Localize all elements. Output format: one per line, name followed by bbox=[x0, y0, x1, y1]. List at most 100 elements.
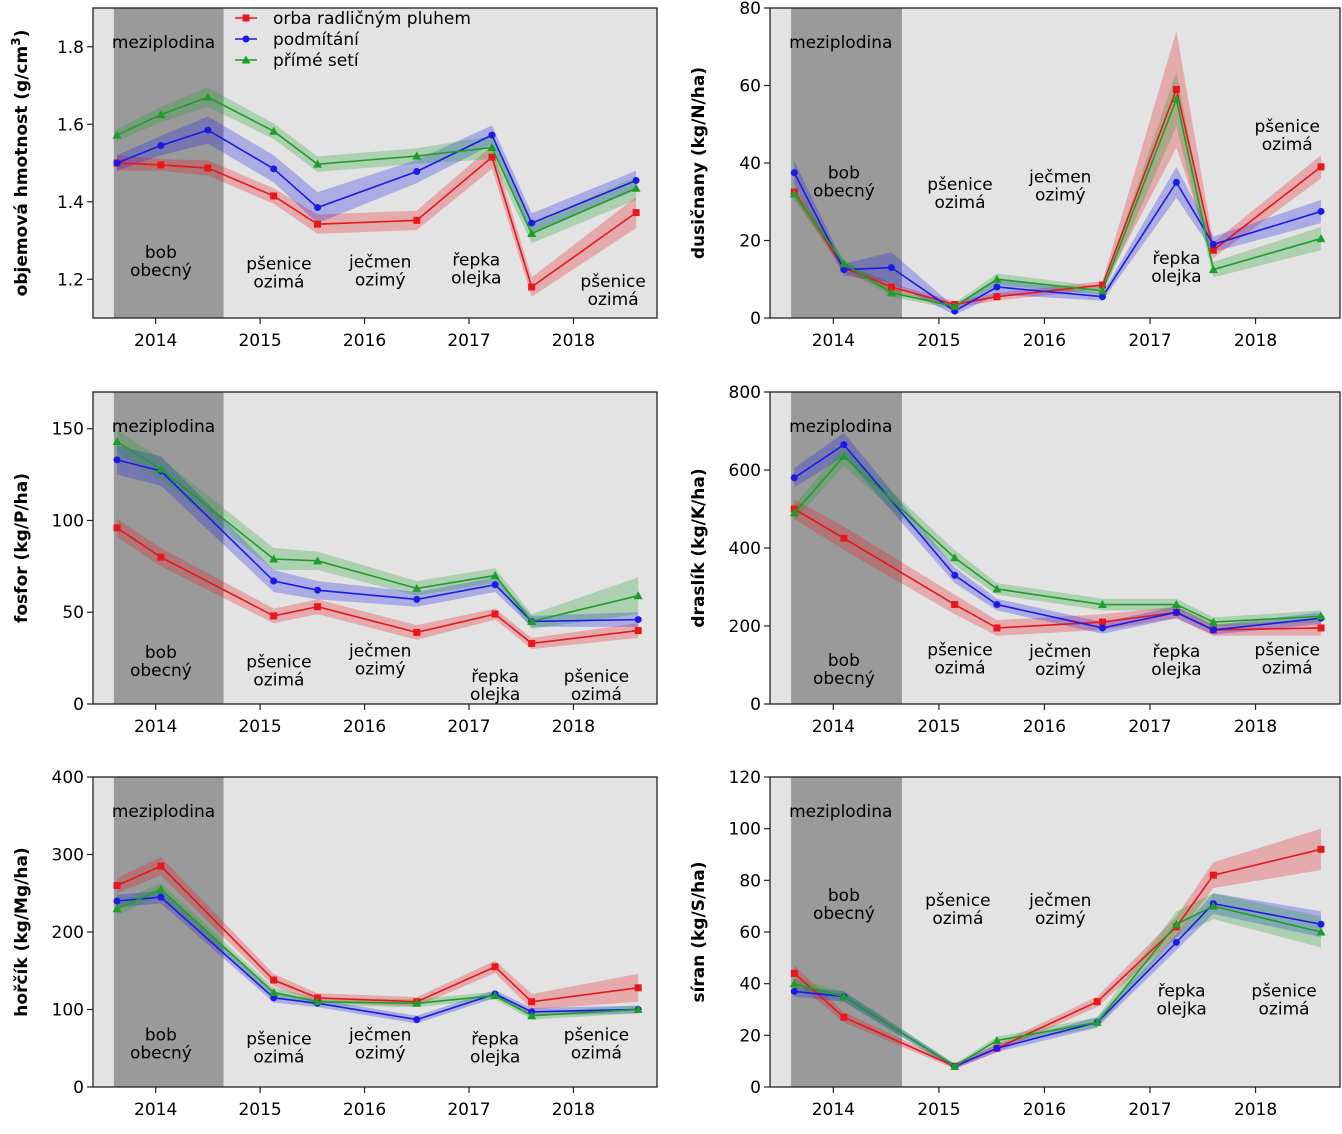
crop-label-line: bob bbox=[145, 643, 177, 663]
crop-label-line: ozimá bbox=[571, 685, 622, 705]
crop-label-line: pšenice bbox=[927, 640, 992, 660]
data-point bbox=[1208, 901, 1218, 910]
cover-crop-period bbox=[113, 392, 224, 704]
series-line-0 bbox=[116, 865, 639, 1003]
y-tick-label: 20 bbox=[739, 232, 761, 252]
data-point bbox=[839, 451, 849, 460]
cover-crop-label: meziplodina bbox=[112, 417, 215, 437]
data-point bbox=[313, 159, 323, 168]
x-tick-label: 2014 bbox=[812, 717, 855, 737]
x-tick-label: 2016 bbox=[343, 1100, 386, 1120]
data-point bbox=[270, 994, 278, 1002]
y-axis-label-superscript: 3 bbox=[9, 37, 23, 45]
series-line-2 bbox=[116, 440, 639, 623]
data-point bbox=[113, 524, 121, 532]
crop-label-line: ječmen bbox=[348, 641, 411, 661]
crop-label-line: obecný bbox=[813, 904, 875, 924]
series-band-1 bbox=[117, 116, 637, 233]
data-point bbox=[1316, 927, 1326, 936]
crop-label-line: řepka bbox=[1152, 642, 1200, 662]
series-line-2 bbox=[794, 905, 1322, 1068]
x-tick-label: 2018 bbox=[552, 331, 595, 351]
data-point bbox=[887, 283, 895, 291]
crop-label: bob obecný bbox=[130, 1026, 192, 1064]
crop-label: řepka olejka bbox=[1151, 249, 1201, 287]
x-tick-label: 2015 bbox=[917, 331, 960, 351]
y-axis-label: fosfor (kg/P/ha) bbox=[12, 473, 32, 623]
data-point bbox=[270, 612, 278, 620]
data-point bbox=[314, 603, 322, 611]
data-point bbox=[993, 601, 1001, 609]
crop-label: bob obecný bbox=[813, 164, 875, 202]
crop-label: řepka olejka bbox=[1151, 642, 1201, 680]
y-tick-label: 40 bbox=[739, 975, 761, 995]
crop-label-line: řepka bbox=[1152, 249, 1200, 269]
y-tick-label: 600 bbox=[729, 461, 761, 481]
data-point bbox=[113, 897, 121, 905]
data-point bbox=[790, 474, 798, 482]
data-point bbox=[1099, 618, 1106, 626]
crop-label: bob obecný bbox=[813, 651, 875, 689]
data-point bbox=[270, 192, 278, 200]
series-line-2 bbox=[793, 455, 1322, 623]
data-point bbox=[789, 189, 799, 198]
data-point bbox=[156, 110, 166, 119]
crop-label-line: ozimá bbox=[253, 670, 304, 690]
y-tick-label: 1.6 bbox=[57, 115, 84, 135]
x-tick-label: 2015 bbox=[238, 331, 281, 351]
y-tick-label: 200 bbox=[729, 617, 761, 637]
data-point bbox=[270, 577, 278, 585]
legend-label: orba radličným pluhem bbox=[273, 9, 471, 29]
data-point bbox=[1099, 624, 1106, 632]
crop-label-line: bob bbox=[145, 1026, 177, 1046]
series-band-1 bbox=[117, 445, 639, 627]
crop-label-line: olejka bbox=[1151, 267, 1201, 287]
data-point bbox=[633, 1005, 643, 1013]
y-tick-label: 20 bbox=[739, 1026, 761, 1046]
data-point bbox=[314, 220, 322, 228]
data-point bbox=[1317, 624, 1325, 632]
crop-label-line: ječmen bbox=[348, 1026, 411, 1046]
x-tick-label: 2018 bbox=[1234, 717, 1277, 737]
data-point bbox=[1172, 85, 1180, 93]
crop-label-line: bob bbox=[828, 164, 860, 184]
data-point bbox=[887, 264, 895, 272]
crop-label: ječmen ozimý bbox=[1028, 891, 1091, 929]
data-point bbox=[157, 161, 165, 169]
cover-crop-label: meziplodina bbox=[112, 802, 215, 822]
y-tick-label: 0 bbox=[750, 309, 761, 329]
data-point bbox=[1172, 938, 1180, 946]
data-point bbox=[528, 998, 536, 1006]
y-axis-label: síran (kg/S/ha) bbox=[689, 861, 709, 1002]
data-point bbox=[490, 991, 500, 1000]
data-point bbox=[950, 553, 960, 562]
data-point bbox=[1099, 281, 1106, 289]
y-tick-label: 0 bbox=[750, 695, 761, 715]
cover-crop-label: meziplodina bbox=[789, 417, 892, 437]
y-tick-label: 80 bbox=[739, 871, 761, 891]
crop-label-line: obecný bbox=[130, 1044, 192, 1064]
data-point bbox=[1098, 286, 1107, 295]
crop-label-line: pšenice bbox=[1255, 640, 1320, 660]
y-tick-label: 400 bbox=[52, 768, 84, 788]
crop-label-line: bob bbox=[828, 886, 860, 906]
data-point bbox=[993, 1044, 1001, 1052]
series-line-1 bbox=[116, 459, 639, 623]
crop-label: pšenice ozimá bbox=[246, 1029, 311, 1067]
crop-label-line: pšenice bbox=[1255, 117, 1320, 137]
series-line-0 bbox=[116, 527, 639, 645]
crop-label: ječmen ozimý bbox=[348, 1026, 411, 1064]
data-point bbox=[1317, 920, 1325, 928]
plot-frame bbox=[92, 7, 658, 319]
data-point bbox=[840, 441, 848, 449]
data-point bbox=[491, 581, 499, 589]
cover-crop-label: meziplodina bbox=[112, 33, 215, 53]
crop-label-line: pšenice bbox=[564, 1026, 629, 1046]
crop-label-line: pšenice bbox=[580, 272, 645, 292]
data-point bbox=[840, 534, 848, 542]
y-tick-label: 100 bbox=[729, 820, 761, 840]
legend-label: podmítání bbox=[273, 30, 360, 50]
cover-crop-label: meziplodina bbox=[789, 802, 892, 822]
